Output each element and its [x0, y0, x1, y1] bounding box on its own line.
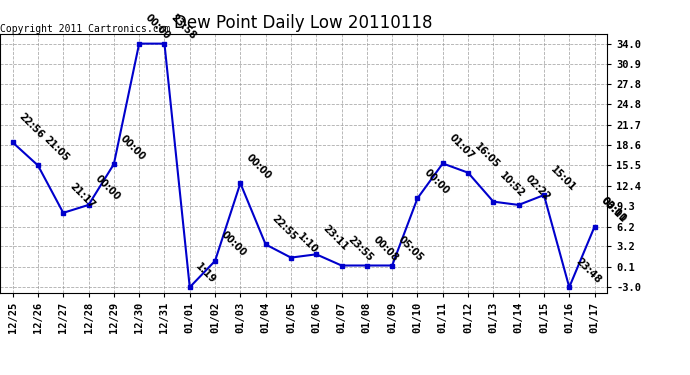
Text: 00:00: 00:00: [244, 152, 273, 181]
Text: 1:19: 1:19: [194, 261, 218, 285]
Text: 05:05: 05:05: [396, 234, 425, 263]
Text: 15:01: 15:01: [548, 164, 577, 193]
Text: 22:55: 22:55: [270, 213, 299, 242]
Text: 1:10: 1:10: [295, 231, 319, 255]
Text: 22:56: 22:56: [17, 111, 46, 140]
Text: 02:22: 02:22: [523, 174, 552, 203]
Text: 00:08: 00:08: [371, 234, 400, 263]
Text: 00:00: 00:00: [144, 12, 172, 42]
Text: 23:58: 23:58: [168, 12, 198, 42]
Text: 01:07: 01:07: [447, 132, 476, 161]
Title: Dew Point Daily Low 20110118: Dew Point Daily Low 20110118: [175, 14, 433, 32]
Text: 00:00: 00:00: [599, 195, 628, 225]
Text: 00:00: 00:00: [219, 230, 248, 259]
Text: 00:00: 00:00: [422, 167, 451, 196]
Text: 16:05: 16:05: [472, 141, 501, 171]
Text: 10:52: 10:52: [497, 171, 526, 200]
Text: Copyright 2011 Cartronics.com: Copyright 2011 Cartronics.com: [0, 24, 170, 34]
Text: 00:00: 00:00: [118, 133, 147, 162]
Text: 23:48: 23:48: [573, 256, 602, 285]
Text: 23:55: 23:55: [346, 234, 375, 263]
Text: 23:11: 23:11: [320, 223, 349, 252]
Text: 00:00: 00:00: [92, 174, 121, 203]
Text: 21:17: 21:17: [68, 182, 97, 211]
Text: 03:11: 03:11: [599, 195, 628, 225]
Text: 21:05: 21:05: [42, 134, 71, 163]
